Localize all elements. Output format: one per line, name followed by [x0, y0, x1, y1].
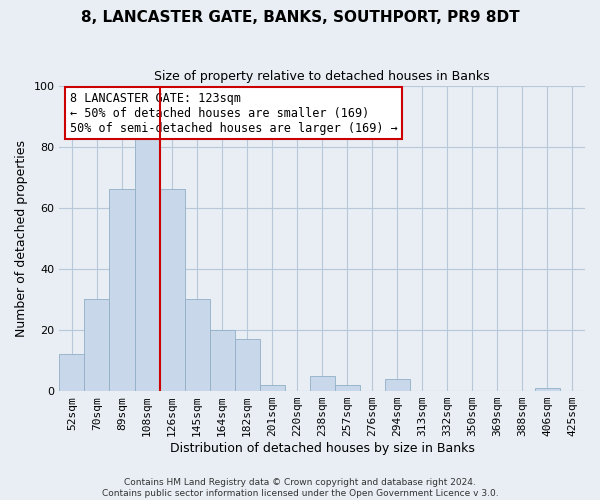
Text: Contains HM Land Registry data © Crown copyright and database right 2024.
Contai: Contains HM Land Registry data © Crown c…: [101, 478, 499, 498]
Text: 8, LANCASTER GATE, BANKS, SOUTHPORT, PR9 8DT: 8, LANCASTER GATE, BANKS, SOUTHPORT, PR9…: [80, 10, 520, 25]
Bar: [109, 190, 134, 391]
Bar: [235, 339, 260, 391]
Bar: [385, 379, 410, 391]
Bar: [134, 134, 160, 391]
Bar: [335, 385, 360, 391]
Bar: [160, 190, 185, 391]
Bar: [535, 388, 560, 391]
Text: 8 LANCASTER GATE: 123sqm
← 50% of detached houses are smaller (169)
50% of semi-: 8 LANCASTER GATE: 123sqm ← 50% of detach…: [70, 92, 398, 134]
Bar: [185, 300, 209, 391]
Bar: [85, 300, 109, 391]
Bar: [260, 385, 284, 391]
Bar: [209, 330, 235, 391]
Title: Size of property relative to detached houses in Banks: Size of property relative to detached ho…: [154, 70, 490, 83]
Bar: [59, 354, 85, 391]
X-axis label: Distribution of detached houses by size in Banks: Distribution of detached houses by size …: [170, 442, 475, 455]
Bar: [310, 376, 335, 391]
Y-axis label: Number of detached properties: Number of detached properties: [15, 140, 28, 337]
